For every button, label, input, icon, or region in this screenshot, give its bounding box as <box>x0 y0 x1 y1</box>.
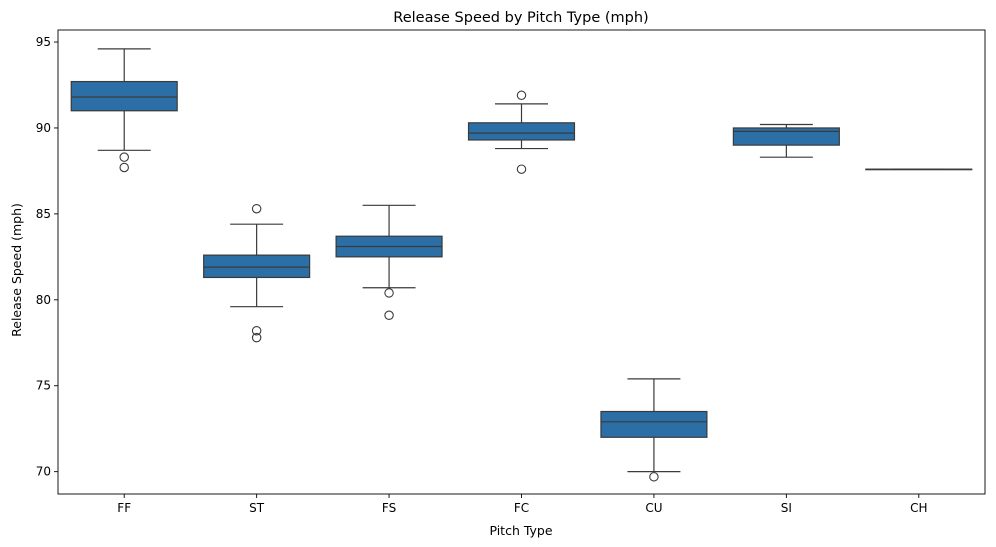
outlier-point-ff <box>119 152 129 162</box>
outlier-point-fc <box>516 90 527 101</box>
x-tick-label: FS <box>382 501 396 515</box>
x-tick-label: FC <box>514 501 529 515</box>
outlier-point-st <box>251 332 262 343</box>
y-tick-label: 75 <box>36 379 51 393</box>
outlier-point-fs <box>384 310 394 321</box>
x-tick-label: FF <box>117 501 131 515</box>
chart-title: Release Speed by Pitch Type (mph) <box>393 10 648 26</box>
x-axis-label: Pitch Type <box>489 523 552 538</box>
x-tick-label: ST <box>249 501 265 515</box>
box-si <box>732 127 840 146</box>
x-tick-label: CU <box>645 501 662 515</box>
box-ff <box>70 80 178 112</box>
outlier-point-ff <box>119 162 129 173</box>
outlier-point-st <box>251 203 262 214</box>
box-st <box>203 254 311 279</box>
x-tick-label: CH <box>910 501 927 515</box>
outlier-point-fc <box>516 164 527 174</box>
box-fc <box>467 122 576 141</box>
x-tick-label: SI <box>781 501 792 515</box>
y-tick-label: 95 <box>36 35 51 49</box>
y-tick-label: 85 <box>36 207 51 221</box>
outlier-point-st <box>251 325 262 336</box>
y-tick-label: 90 <box>36 121 51 135</box>
outlier-point-fs <box>384 288 394 298</box>
y-axis-label: Release Speed (mph) <box>9 203 24 337</box>
y-tick-label: 70 <box>36 465 51 479</box>
box-cu <box>600 410 708 438</box>
plot-area: 70 75 80 85 90 95 FF ST FS FC CU SI CH <box>36 29 986 515</box>
outlier-point-cu <box>649 472 659 482</box>
y-tick-label: 80 <box>36 293 51 307</box>
